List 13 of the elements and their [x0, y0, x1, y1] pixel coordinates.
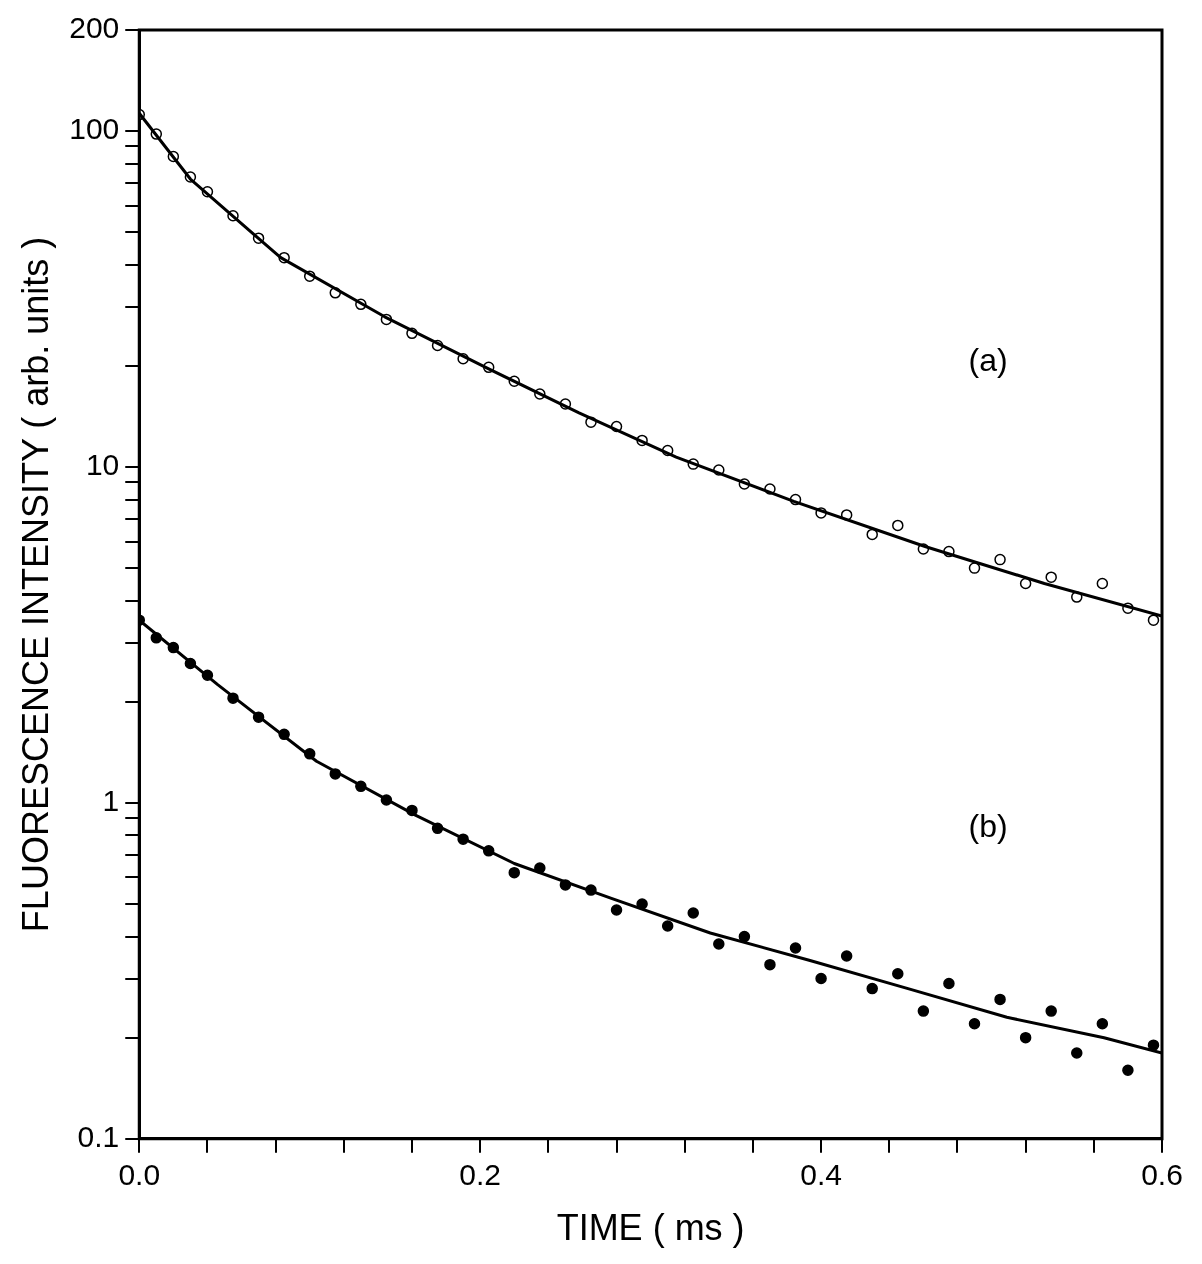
y-tick-label: 100 [69, 112, 120, 146]
y-tick-label: 1 [102, 784, 120, 818]
x-tick-label: 0.4 [800, 1158, 842, 1192]
y-tick-label: 200 [69, 11, 120, 45]
annotation: (b) [968, 808, 1008, 845]
y-tick-label: 10 [85, 448, 120, 482]
y-axis-title: FLUORESCENCE INTENSITY ( arb. units ) [14, 236, 56, 933]
y-tick-label: 0.1 [77, 1120, 120, 1154]
x-tick-label: 0.6 [1141, 1158, 1183, 1192]
x-tick-label: 0.2 [459, 1158, 502, 1192]
annotation: (a) [968, 342, 1008, 379]
x-axis-title: TIME ( ms ) [556, 1207, 745, 1249]
x-tick-label: 0.0 [118, 1158, 161, 1192]
